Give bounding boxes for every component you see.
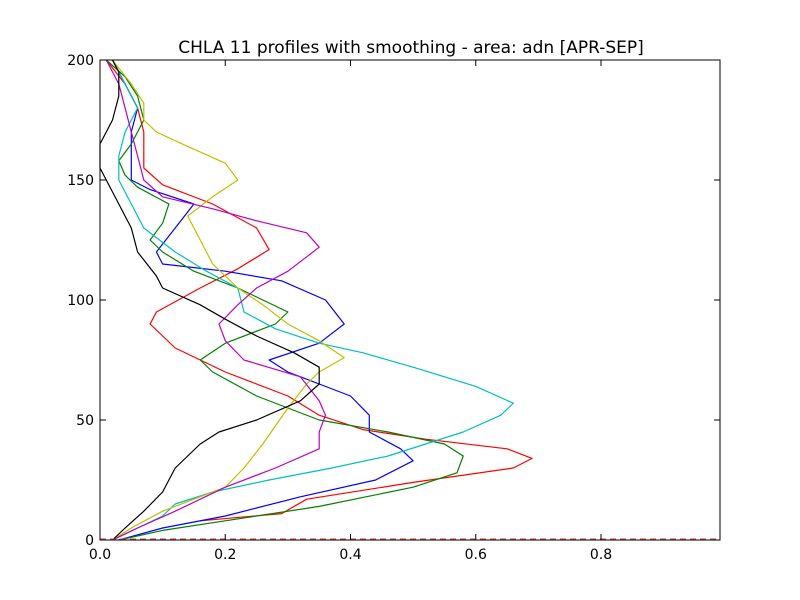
y-tick-label-4: 200 xyxy=(67,53,94,69)
tick-layer: 0.0 0.2 0.4 0.6 0.8 0 50 100 150 200 xyxy=(67,53,720,563)
x-tick-label-2: 0.4 xyxy=(339,547,361,563)
series-line-3 xyxy=(105,59,464,541)
x-tick-label-3: 0.6 xyxy=(465,547,487,563)
y-tick-label-0: 0 xyxy=(85,533,94,549)
series-line-6 xyxy=(105,59,327,541)
series-line-4 xyxy=(111,59,514,541)
plot-frame xyxy=(99,59,721,541)
x-tick-label-4: 0.8 xyxy=(590,547,612,563)
chart-title: CHLA 11 profiles with smoothing - area: … xyxy=(178,38,644,58)
x-tick-label-0: 0.0 xyxy=(89,547,111,563)
y-tick-label-1: 50 xyxy=(76,413,94,429)
y-tick-label-3: 150 xyxy=(67,173,94,189)
series-layer xyxy=(99,59,533,541)
series-line-2 xyxy=(111,59,414,541)
x-tick-label-1: 0.2 xyxy=(214,547,236,563)
series-line-1 xyxy=(105,59,533,522)
series-line-5 xyxy=(112,59,345,541)
series-line-7 xyxy=(99,59,320,541)
y-tick-label-2: 100 xyxy=(67,293,94,309)
